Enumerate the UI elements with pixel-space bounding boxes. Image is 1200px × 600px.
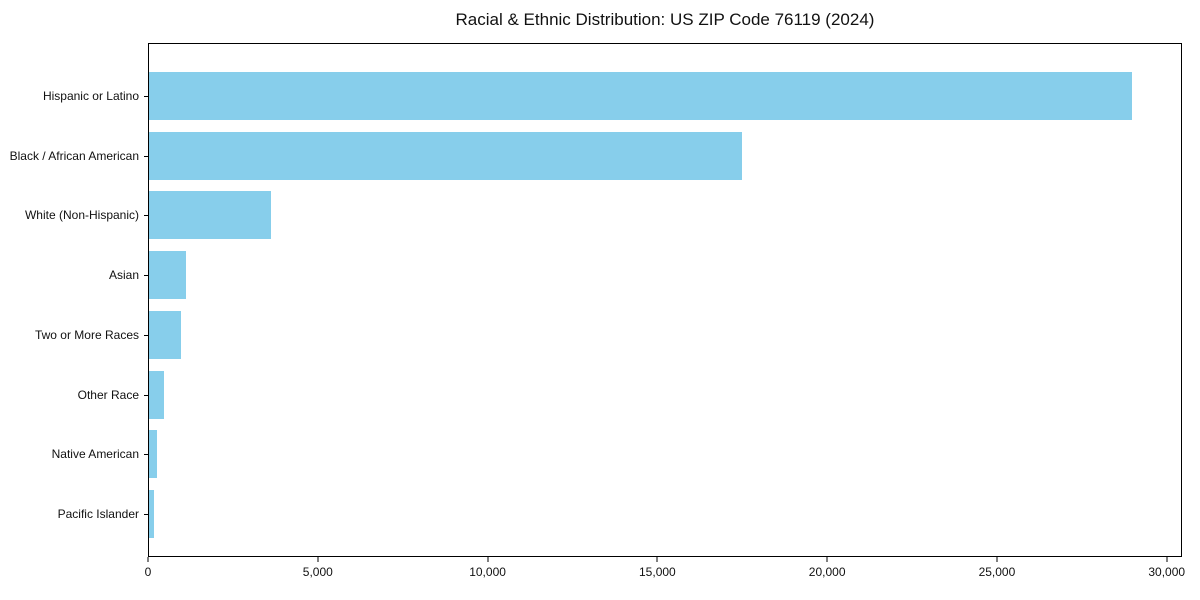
y-tick-label-pacific-islander: Pacific Islander xyxy=(57,507,139,522)
bar-pacific-islander xyxy=(149,490,155,539)
chart-title: Racial & Ethnic Distribution: US ZIP Cod… xyxy=(455,10,875,29)
y-tick-label-two-or-more-races: Two or More Races xyxy=(34,327,139,342)
x-axis: 0 5,000 10,000 15,000 20,000 25,000 30,000 xyxy=(144,557,1186,587)
x-tick-mark xyxy=(826,557,828,562)
x-tick-label: 20,000 xyxy=(808,565,846,579)
bar-other-race xyxy=(149,370,165,419)
bar-row-native-american: Native American xyxy=(52,425,1181,485)
bar-row-pacific-islander: Pacific Islander xyxy=(58,484,1181,544)
x-tick-mark xyxy=(996,557,998,562)
y-tick-mark xyxy=(144,514,149,516)
bar-asian xyxy=(149,251,187,300)
plot-area: Hispanic or Latino Black / African Americ… xyxy=(10,43,1182,557)
bar-row-asian: Asian xyxy=(109,245,1181,305)
y-tick-mark xyxy=(144,454,149,456)
bar-row-two-or-more-races: Two or More Races xyxy=(35,305,1181,365)
y-tick-mark xyxy=(144,215,149,217)
bar-row-black-african-american: Black / African American xyxy=(10,126,1181,186)
x-tick-label: 5,000 xyxy=(302,565,333,579)
bar-native-american xyxy=(149,430,158,479)
y-tick-label-black-african-american: Black / African American xyxy=(9,148,139,163)
y-tick-label-white-non-hispanic: White (Non-Hispanic) xyxy=(24,208,139,223)
bar-two-or-more-races xyxy=(149,310,182,359)
x-tick-label: 25,000 xyxy=(978,565,1016,579)
y-tick-mark xyxy=(144,394,149,396)
y-tick-mark xyxy=(144,95,149,97)
bar-row-white-non-hispanic: White (Non-Hispanic) xyxy=(25,186,1181,246)
x-tick-mark xyxy=(656,557,658,562)
bar-black-african-american xyxy=(149,131,743,180)
x-tick-mark xyxy=(147,557,149,562)
y-tick-mark xyxy=(144,155,149,157)
y-tick-label-native-american: Native American xyxy=(51,447,139,462)
y-tick-label-asian: Asian xyxy=(108,268,139,283)
x-tick-mark xyxy=(487,557,489,562)
x-tick-mark xyxy=(317,557,319,562)
bar-row-other-race: Other Race xyxy=(78,365,1181,425)
x-tick-label: 10,000 xyxy=(469,565,506,579)
bar-hispanic-or-latino xyxy=(149,71,1132,120)
y-tick-mark xyxy=(144,275,149,277)
y-tick-label-hispanic-or-latino: Hispanic or Latino xyxy=(42,88,139,103)
bar-row-hispanic-or-latino: Hispanic or Latino xyxy=(43,66,1181,126)
y-tick-label-other-race: Other Race xyxy=(77,387,139,402)
bar-white-non-hispanic xyxy=(149,191,271,240)
y-tick-mark xyxy=(144,334,149,336)
x-tick-label: 30,000 xyxy=(1148,565,1186,579)
x-tick-mark xyxy=(1166,557,1168,562)
x-tick-label: 0 xyxy=(144,565,152,579)
x-tick-label: 15,000 xyxy=(639,565,676,579)
